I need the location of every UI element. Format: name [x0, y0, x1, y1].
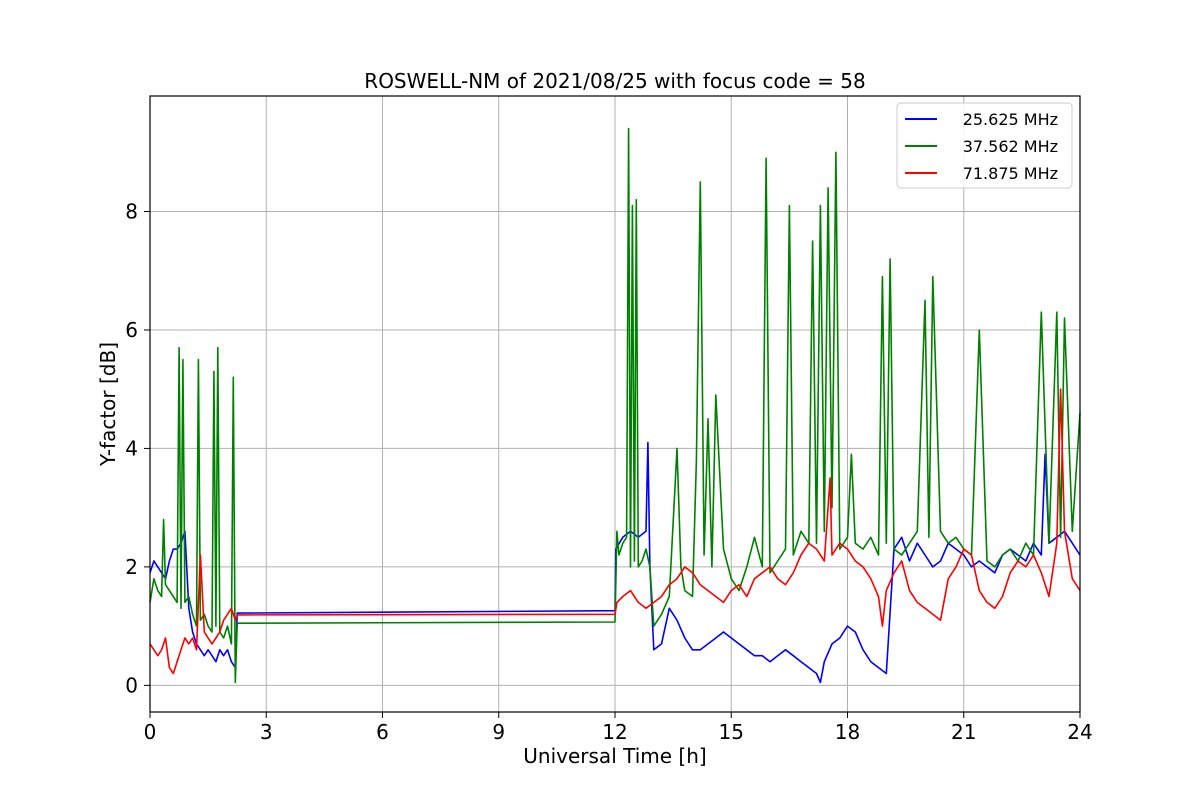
x-tick-label: 9 — [492, 720, 505, 744]
legend-box — [896, 102, 1073, 189]
y-tick-label: 6 — [125, 318, 138, 342]
y-tick-label: 8 — [125, 200, 138, 224]
legend-items: 25.625 MHz 37.562 MHz 71.875 MHz — [905, 110, 1058, 183]
legend-entry: 71.875 MHz — [963, 164, 1058, 183]
y-tick-label: 0 — [125, 673, 138, 697]
y-axis-label: Y-factor [dB] — [96, 342, 120, 467]
x-tick-label: 0 — [144, 720, 157, 744]
y-tick-label: 4 — [125, 436, 138, 460]
x-axis-label: Universal Time [h] — [523, 744, 706, 768]
x-tick-label: 12 — [602, 720, 627, 744]
x-tick-label: 21 — [951, 720, 976, 744]
series-layer — [149, 127, 1081, 684]
x-tick-label: 18 — [835, 720, 860, 744]
chart-title: ROSWELL-NM of 2021/08/25 with focus code… — [364, 69, 865, 93]
x-axis: 0 3 6 9 12 15 18 21 24 — [144, 712, 1093, 744]
x-tick-label: 3 — [260, 720, 273, 744]
legend-entry: 37.562 MHz — [963, 137, 1058, 156]
x-tick-label: 6 — [376, 720, 389, 744]
legend: 25.625 MHz 37.562 MHz 71.875 MHz — [896, 102, 1073, 189]
x-tick-label: 15 — [719, 720, 744, 744]
x-tick-label: 24 — [1067, 720, 1092, 744]
series-line-71-875-mhz — [149, 388, 1081, 675]
y-axis: 0 2 4 6 8 — [125, 200, 150, 697]
series-line-37-562-mhz — [149, 127, 1081, 684]
legend-entry: 25.625 MHz — [963, 110, 1058, 129]
y-tick-label: 2 — [125, 555, 138, 579]
series-line-25-625-mhz — [149, 441, 1081, 684]
